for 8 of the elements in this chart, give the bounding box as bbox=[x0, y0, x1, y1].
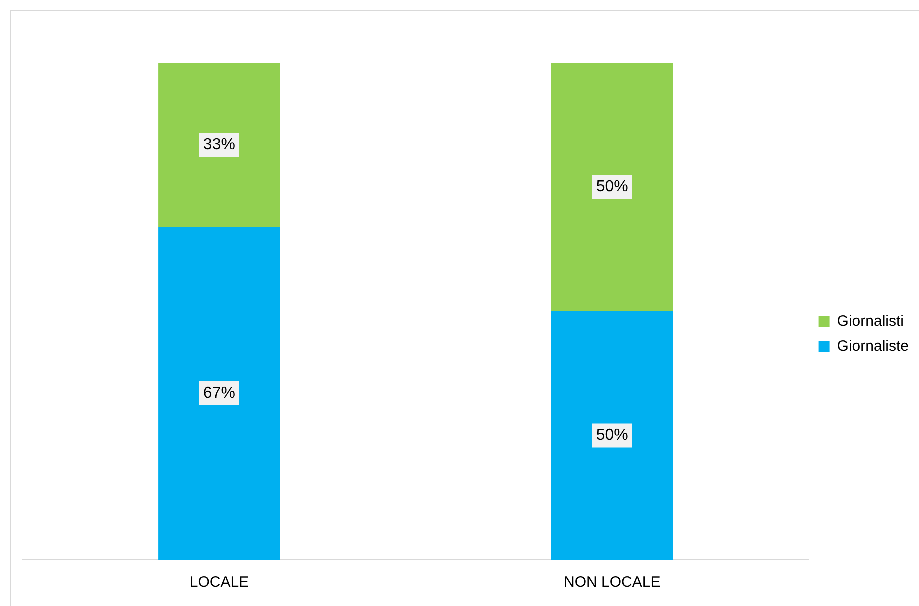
data-label: 50% bbox=[596, 427, 628, 444]
data-label: 67% bbox=[203, 384, 236, 402]
x-tick-label: NON LOCALE bbox=[564, 574, 661, 592]
legend-label: Giornalisti bbox=[837, 313, 904, 330]
x-tick-label: LOCALE bbox=[190, 574, 250, 592]
data-label: 50% bbox=[596, 178, 628, 196]
legend-label: Giornaliste bbox=[837, 338, 910, 356]
data-label: 33% bbox=[203, 136, 236, 154]
